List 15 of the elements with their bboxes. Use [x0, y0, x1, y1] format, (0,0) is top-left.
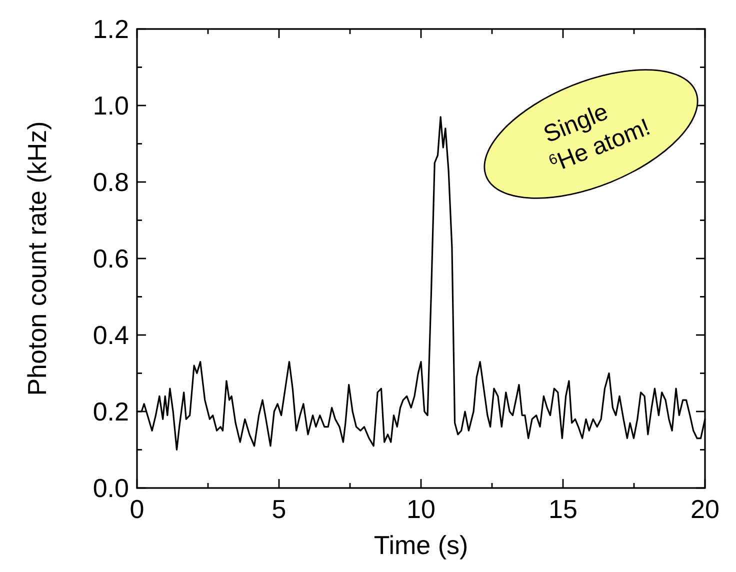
y-tick-label: 0.6	[92, 244, 129, 274]
x-tick-label: 10	[406, 494, 436, 524]
y-axis-title: Photon count rate (kHz)	[22, 121, 52, 396]
x-axis-title: Time (s)	[374, 530, 468, 560]
y-tick-label: 0.4	[92, 320, 129, 350]
annotation: Single $^{6}$He atom!	[540, 98, 654, 176]
x-tick-label: 20	[690, 494, 720, 524]
y-tick-label: 0.8	[92, 167, 129, 198]
x-tick-label: 0	[130, 494, 144, 524]
x-tick-label: 15	[548, 494, 578, 524]
text: 1.0	[92, 90, 129, 121]
y-tick-label: 0.2	[92, 396, 129, 427]
x-tick-label: 5	[272, 494, 286, 524]
y-tick-label: 1.2	[92, 14, 129, 44]
text: 0.0	[92, 473, 129, 504]
